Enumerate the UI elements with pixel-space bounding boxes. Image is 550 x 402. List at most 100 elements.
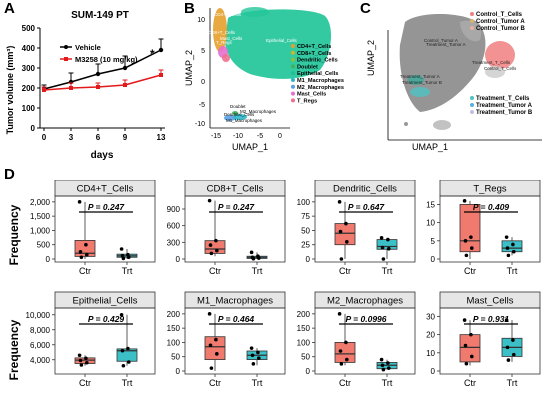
legend-entry: Control_Tumor A — [476, 19, 525, 25]
boxplot-t-regs: T_Regs 0 5 10 15 Ctr Trt P = 0.409 — [426, 180, 541, 276]
data-point — [380, 363, 385, 368]
svg-text:CD8+T_Cells: CD8+T_Cells — [208, 30, 236, 35]
data-point — [512, 249, 516, 254]
data-point — [119, 312, 124, 317]
svg-text:Doublet: Doublet — [230, 104, 246, 109]
legend-swatch — [470, 96, 474, 100]
data-point — [208, 343, 213, 348]
data-point — [207, 198, 212, 203]
x-tick-label: Ctr — [209, 266, 221, 276]
y-tick-label: 1,000 — [30, 226, 51, 235]
data-point — [463, 239, 468, 243]
y-tick-label: 25 — [301, 241, 310, 250]
svg-text:T_Regs: T_Regs — [216, 40, 233, 45]
svg-text:-10: -10 — [195, 121, 205, 128]
data-point — [85, 252, 89, 257]
facet-title: T_Regs — [473, 184, 507, 195]
data-point — [121, 256, 126, 261]
data-point — [119, 247, 124, 251]
p-value-label: P = 0.0996 — [345, 314, 386, 324]
y-tick-label: 2,000 — [30, 198, 51, 207]
legend-swatch — [470, 19, 474, 23]
umap-cluster-labels: CD4+T_Cells CD8+T_Cells Mast_Cells T_Reg… — [208, 12, 298, 123]
data-point — [344, 340, 348, 345]
legend-entry: CD8+T_Cells — [297, 51, 331, 57]
y-tick-label: 10 — [426, 349, 435, 358]
legend-entry: M1_Macrophages — [297, 78, 344, 84]
svg-text:-5: -5 — [199, 102, 205, 109]
data-point — [79, 255, 84, 260]
data-point — [69, 86, 73, 90]
x-tick-label: 9 — [123, 133, 128, 142]
legend-swatch — [291, 84, 295, 89]
data-point — [379, 236, 384, 240]
box-ctr — [204, 240, 226, 254]
data-point — [464, 253, 469, 258]
x-tick-label: 13 — [157, 133, 166, 142]
facet-title: CD4+T_Cells — [77, 184, 134, 195]
legend-swatch — [291, 50, 295, 55]
legend-entry: Dendritic_Cells — [297, 58, 338, 64]
legend-vehicle: Vehicle — [75, 43, 101, 52]
y-tick-label: 150 — [167, 324, 181, 333]
data-point — [78, 250, 83, 254]
facet-title: M2_Macrophages — [327, 296, 403, 307]
umap-axes: UMAP_1 UMAP_2 — [366, 30, 542, 152]
umap-conditions-plot: UMAP_1 UMAP_2 Control_Tumor A Treatment_… — [366, 12, 542, 152]
legend-entry: M2_Macrophages — [297, 85, 344, 91]
tumor-volume-line-chart: SUM-149 PT Tumor volume (mm³) days 0 100 2… — [5, 10, 166, 161]
data-point — [159, 73, 163, 77]
y-tick-label: 20 — [426, 331, 435, 340]
x-tick-label: Trt — [252, 266, 263, 276]
umap-cluster-labels: Control_Tumor A Treatment_Tumor A Treatm… — [400, 38, 517, 85]
data-point — [256, 350, 260, 355]
data-point — [462, 199, 467, 203]
plot-frame — [439, 195, 541, 263]
data-point — [207, 312, 212, 316]
x-tick-label: Trt — [382, 266, 393, 276]
data-point — [121, 363, 126, 368]
x-tick-label: Trt — [507, 378, 518, 388]
umap-cell-types-plot: 10 5 0 -5 -10 -15 -10 -5 0 UMAP_1 UMAP_2… — [184, 7, 344, 152]
svg-text:Treatment_T_Cells: Treatment_T_Cells — [472, 60, 511, 65]
y-tick-label: 1,500 — [30, 212, 51, 221]
y-tick-label: 50 — [301, 353, 310, 362]
p-value-label: P = 0.647 — [348, 202, 386, 212]
data-point — [214, 337, 218, 342]
y-axis-label: Tumor volume (mm³) — [5, 46, 15, 135]
x-tick-label: Trt — [122, 378, 133, 388]
facet-title: Mast_Cells — [467, 296, 514, 307]
data-point — [344, 221, 348, 226]
y-tick-label: 0 — [431, 255, 436, 264]
svg-text:M2_Macrophages: M2_Macrophages — [240, 109, 277, 114]
data-point — [95, 71, 101, 77]
legend-entry: Epithelial_Cells — [297, 71, 338, 77]
data-point — [122, 65, 128, 71]
svg-text:0: 0 — [201, 79, 205, 86]
facet-title: Dendritic_Cells — [333, 184, 397, 195]
y-tick-label: 10,000 — [26, 311, 51, 320]
y-axis-label-row2: Frequency — [7, 319, 21, 380]
data-point — [257, 256, 261, 260]
legend-swatch — [291, 44, 295, 48]
y-tick-label: 100 — [297, 198, 311, 207]
y-tick-label: 900 — [167, 205, 181, 214]
boxplot-cd8-t-cells: CD8+T_Cells 0 300 600 900 Ctr Trt P = 0.247 — [167, 180, 286, 276]
x-tick-label: 3 — [69, 133, 74, 142]
data-point — [504, 235, 509, 239]
data-point — [158, 47, 164, 53]
data-point — [506, 253, 511, 258]
x-axis-label: UMAP_1 — [232, 142, 268, 152]
y-tick-label: 200 — [297, 310, 311, 319]
legend-entry: Treatment_Tumor B — [476, 110, 533, 116]
y-tick-label: 600 — [167, 222, 181, 231]
y-tick-label: 500 — [37, 241, 51, 250]
y-tick-label: 400 — [22, 44, 36, 53]
box-ctr — [74, 240, 96, 257]
data-point — [123, 83, 127, 87]
plot-frame — [314, 195, 416, 263]
data-point — [209, 366, 214, 370]
data-point — [337, 312, 342, 316]
data-point — [215, 352, 219, 356]
